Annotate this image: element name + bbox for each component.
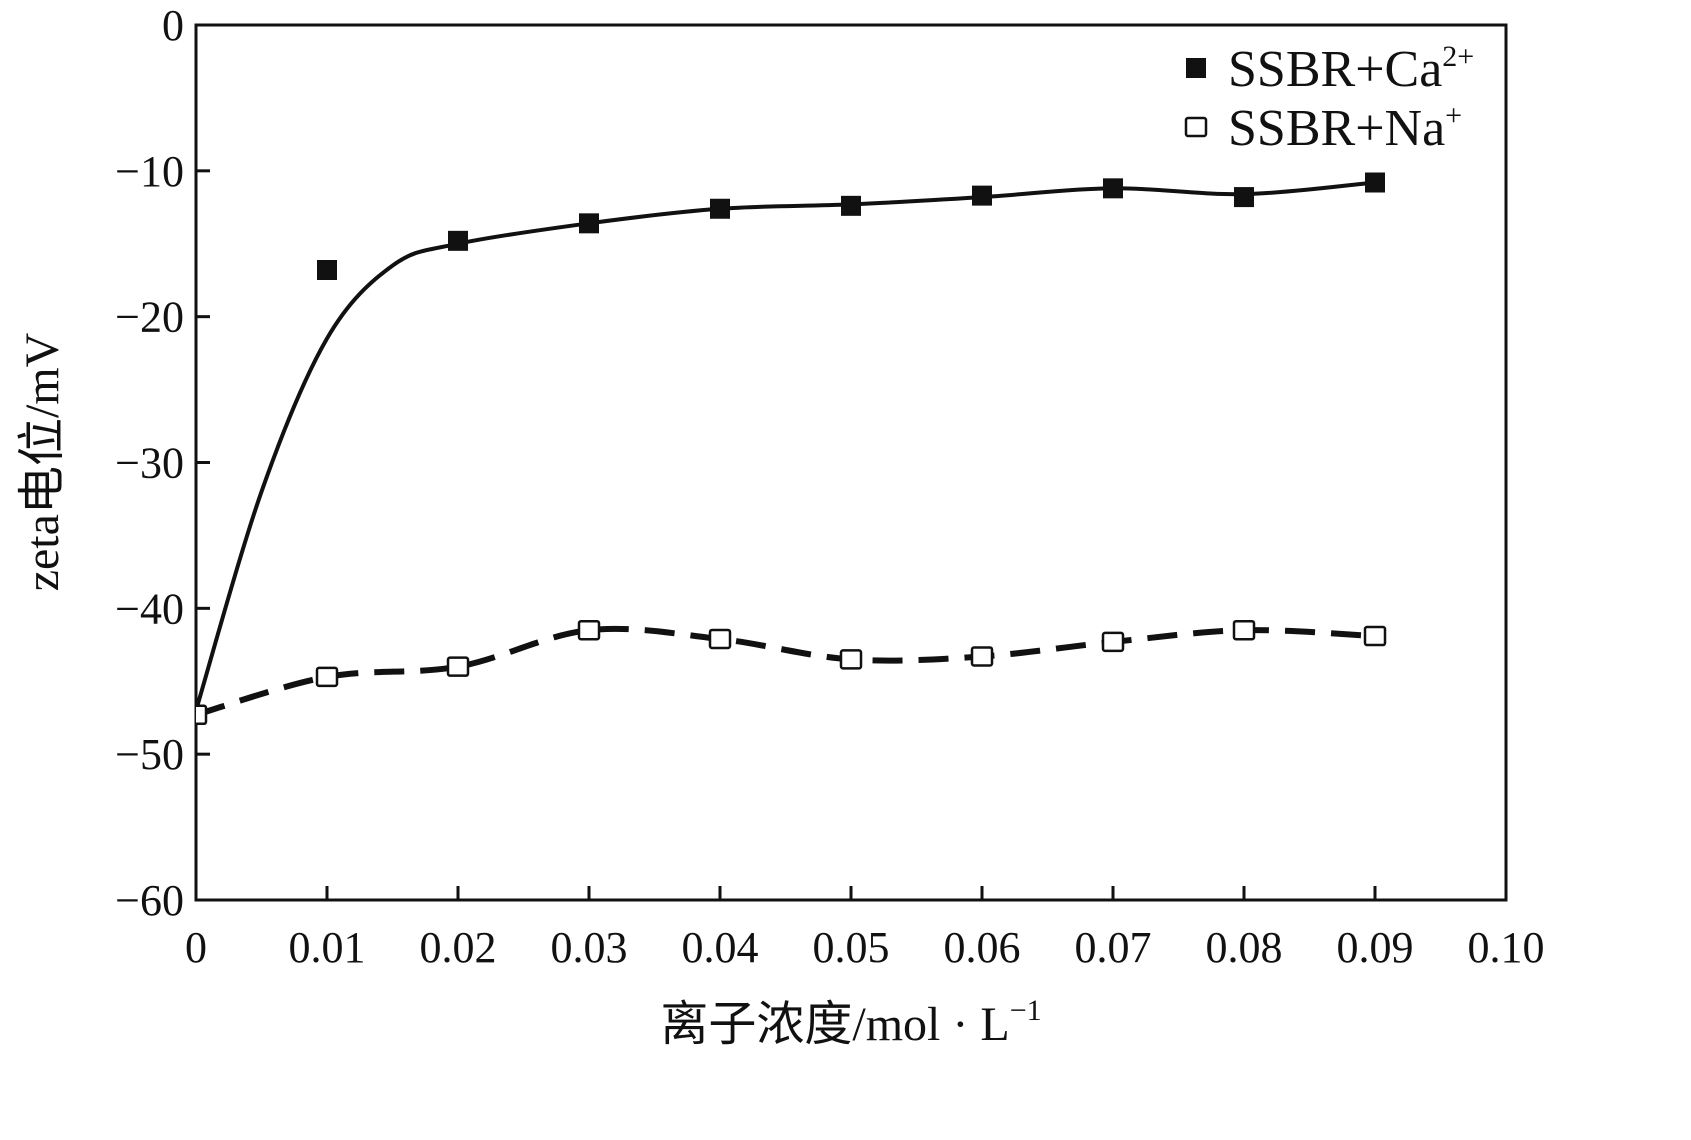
- series-na: [196, 619, 1387, 726]
- data-point: [446, 656, 470, 677]
- data-point: [1365, 172, 1385, 193]
- legend-label: SSBR+Ca2+: [1228, 40, 1474, 98]
- data-point: [1363, 625, 1387, 647]
- x-axis-title: 离子浓度/mol · L−1: [660, 994, 1041, 1051]
- legend-label: SSBR+Na+: [1228, 99, 1462, 157]
- x-tick-label: 0.07: [1075, 923, 1152, 972]
- x-tick-label: 0.05: [813, 923, 890, 972]
- y-axis-ticks: 0 −10 −20 −30 −40 −50 −60: [115, 1, 210, 925]
- legend-marker: [1184, 116, 1208, 138]
- x-tick-label: 0.02: [420, 923, 497, 972]
- data-point: [1101, 631, 1125, 653]
- x-axis-title-sup: −1: [1010, 994, 1042, 1027]
- x-tick-label: 0: [185, 923, 207, 972]
- legend-label-sup: 2+: [1442, 40, 1474, 73]
- data-point: [1103, 178, 1123, 199]
- y-axis-title: zeta电位/mV: [16, 332, 69, 591]
- x-tick-label: 0.10: [1468, 923, 1545, 972]
- x-tick-label: 0.01: [289, 923, 366, 972]
- series-line: [196, 625, 1376, 718]
- data-point: [1232, 619, 1256, 641]
- legend-marker: [1186, 58, 1206, 78]
- y-tick-label: −60: [115, 876, 184, 925]
- x-tick-label: 0.09: [1337, 923, 1414, 972]
- data-point: [196, 704, 208, 726]
- y-tick-label: −20: [115, 293, 184, 342]
- series-ca: [196, 172, 1385, 711]
- data-point: [839, 649, 863, 670]
- data-point: [579, 213, 599, 234]
- legend: SSBR+Ca2+SSBR+Na+: [1184, 40, 1474, 157]
- data-point: [577, 619, 601, 641]
- data-point: [841, 195, 861, 216]
- x-tick-label: 0.06: [944, 923, 1021, 972]
- data-point: [317, 260, 337, 280]
- y-tick-label: −40: [115, 584, 184, 633]
- x-axis-ticks: 0 0.01 0.02 0.03 0.04 0.05 0.06 0.07 0.08 0.09 0.1…: [185, 886, 1545, 972]
- y-tick-label: −10: [115, 147, 184, 196]
- series-layer: [196, 172, 1387, 726]
- y-tick-label: −30: [115, 439, 184, 488]
- data-point: [1234, 187, 1254, 208]
- x-tick-label: 0.04: [682, 923, 759, 972]
- data-point: [315, 666, 339, 688]
- data-point: [708, 628, 732, 650]
- data-point: [710, 198, 730, 219]
- x-tick-label: 0.03: [551, 923, 628, 972]
- x-tick-label: 0.08: [1206, 923, 1283, 972]
- data-point: [970, 646, 994, 667]
- data-point: [448, 230, 468, 251]
- series-line: [196, 180, 1376, 711]
- y-tick-label: 0: [162, 1, 184, 50]
- legend-label-sup: +: [1445, 99, 1462, 132]
- y-tick-label: −50: [115, 730, 184, 779]
- data-point: [972, 185, 992, 206]
